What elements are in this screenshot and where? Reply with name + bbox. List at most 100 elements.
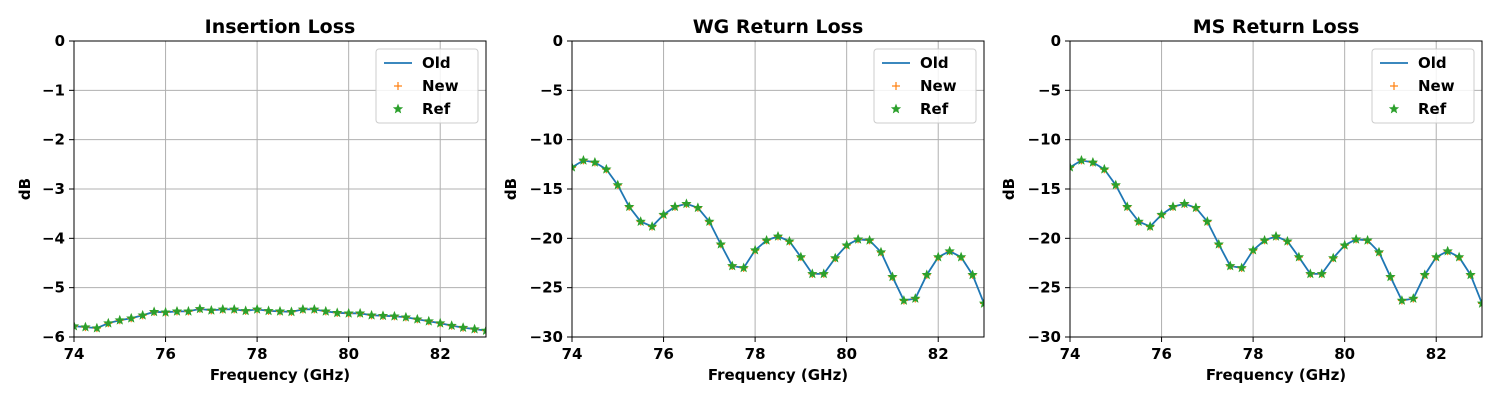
data-point-ref <box>1431 251 1442 262</box>
x-axis-label: Frequency (GHz) <box>210 366 350 384</box>
data-point-ref <box>1247 244 1259 255</box>
data-point-ref <box>864 234 875 245</box>
data-point-ref <box>412 313 423 324</box>
data-point-ref <box>1305 268 1316 279</box>
data-point-ref <box>217 303 228 314</box>
data-point-ref <box>1225 260 1236 271</box>
data-point-ref <box>1213 238 1224 249</box>
chart-panel: 74 76 78 80 82 0 −5 −10 −15 −20 −25 −30 MS Return Lo… <box>1000 16 1483 384</box>
data-point-ref <box>1202 216 1213 226</box>
chart-title: Insertion Loss <box>205 16 356 38</box>
data-point-ref <box>240 305 251 316</box>
x-tick-label: 78 <box>1243 345 1264 363</box>
chart-title: WG Return Loss <box>693 16 864 38</box>
data-point-ref <box>1167 201 1179 212</box>
data-point-ref <box>297 303 309 314</box>
y-tick-label: −30 <box>530 328 563 346</box>
x-tick-label: 74 <box>64 345 85 363</box>
data-point-ref <box>1133 216 1144 226</box>
data-point-ref <box>738 262 749 273</box>
y-tick-label: −4 <box>42 229 65 247</box>
data-point-ref <box>727 260 738 271</box>
legend: Old New Ref <box>873 48 977 124</box>
data-point-ref <box>320 305 331 316</box>
legend-label: Old <box>1418 54 1447 72</box>
chart-title: MS Return Loss <box>1193 16 1360 38</box>
data-point-ref <box>1122 201 1133 212</box>
data-point-ref <box>114 314 125 325</box>
y-tick-label: −10 <box>530 131 563 149</box>
y-tick-label: −10 <box>1028 131 1061 149</box>
data-point-ref <box>704 216 715 226</box>
legend-star-swatch <box>392 103 404 114</box>
data-point-ref <box>263 305 274 316</box>
x-tick-label: 82 <box>430 345 451 363</box>
data-point-ref <box>601 163 612 174</box>
data-point-ref <box>807 268 818 279</box>
data-point-ref <box>1316 268 1327 279</box>
y-tick-label: −2 <box>42 131 65 149</box>
data-point-ref <box>933 251 944 262</box>
data-point-ref <box>446 320 457 331</box>
data-point-ref <box>681 198 692 209</box>
x-tick-label: 74 <box>1060 345 1081 363</box>
data-point-ref <box>354 307 366 318</box>
data-point-ref <box>194 303 206 314</box>
data-point-ref <box>612 179 623 190</box>
y-tick-label: −15 <box>1028 180 1061 198</box>
data-point-ref <box>635 216 646 226</box>
y-tick-label: −25 <box>530 279 563 297</box>
data-point-ref <box>1179 198 1190 209</box>
data-point-ref <box>1396 295 1408 305</box>
data-point-ref <box>1362 234 1373 245</box>
data-point-ref <box>148 306 160 317</box>
y-tick-label: −20 <box>1028 229 1061 247</box>
data-point-ref <box>1259 234 1270 245</box>
data-point-ref <box>126 312 137 323</box>
y-tick-label: −25 <box>1028 279 1061 297</box>
data-point-ref <box>887 271 898 282</box>
y-tick-label: −3 <box>42 180 65 198</box>
data-point-ref <box>400 311 412 322</box>
data-point-ref <box>171 305 183 316</box>
data-point-ref <box>309 303 320 314</box>
legend: Old New Ref <box>375 48 479 124</box>
data-point-ref <box>1282 235 1293 246</box>
data-point-ref <box>624 201 635 212</box>
data-point-ref <box>749 244 761 255</box>
data-point-ref <box>1453 251 1465 262</box>
data-point-ref <box>658 209 669 220</box>
y-tick-label: −1 <box>42 81 65 99</box>
x-tick-label: 76 <box>155 345 176 363</box>
data-point-ref <box>841 239 852 250</box>
data-point-ref <box>1190 202 1202 213</box>
data-point-ref <box>1373 246 1385 257</box>
data-point-ref <box>423 315 434 326</box>
y-tick-label: 0 <box>553 32 563 50</box>
data-point-ref <box>74 320 80 331</box>
data-point-ref <box>469 323 480 334</box>
y-tick-label: −5 <box>42 279 65 297</box>
data-point-ref <box>274 305 286 316</box>
legend-label: New <box>920 77 957 95</box>
legend-label: Ref <box>422 100 451 118</box>
data-point-ref <box>1099 163 1110 174</box>
data-point-ref <box>944 245 955 256</box>
x-tick-label: 78 <box>745 345 766 363</box>
data-point-ref <box>830 252 841 263</box>
data-point-ref <box>669 201 681 212</box>
legend-star-swatch <box>890 103 902 114</box>
data-point-ref <box>761 234 772 245</box>
legend-item: New <box>394 77 459 95</box>
x-axis-label: Frequency (GHz) <box>708 366 848 384</box>
data-point-ref <box>1385 271 1396 282</box>
data-point-ref <box>332 307 343 318</box>
data-point-ref <box>1328 252 1339 263</box>
x-tick-label: 80 <box>338 345 359 363</box>
legend-box <box>873 48 977 124</box>
series-group <box>1070 154 1482 308</box>
x-tick-label: 76 <box>653 345 674 363</box>
y-axis-label: dB <box>1000 178 1018 200</box>
x-tick-label: 82 <box>928 345 949 363</box>
